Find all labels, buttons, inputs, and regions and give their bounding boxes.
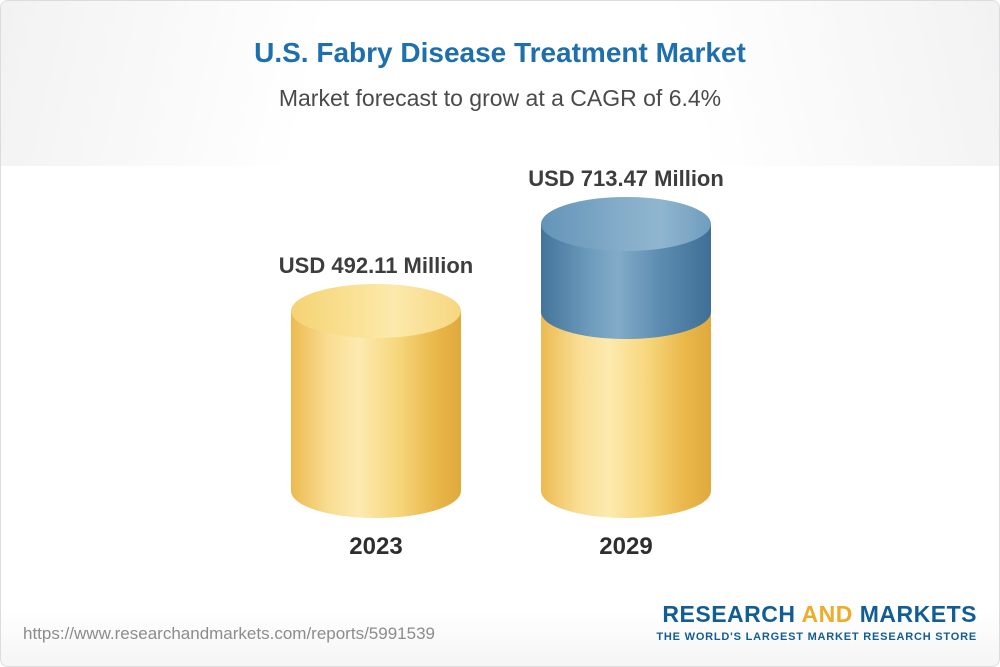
- page-subtitle: Market forecast to grow at a CAGR of 6.4…: [278, 85, 722, 111]
- report-url-link[interactable]: https://www.researchandmarkets.com/repor…: [23, 624, 435, 643]
- bar-2029-base-segment: [541, 311, 711, 518]
- logo-word-research: RESEARCH: [662, 601, 796, 627]
- logo-word-and: AND: [801, 601, 853, 627]
- logo-tagline: THE WORLD'S LARGEST MARKET RESEARCH STOR…: [656, 631, 977, 643]
- bar-2023: [291, 1, 461, 666]
- bar-2029-top-ellipse: [541, 197, 711, 251]
- logo-wordmark: RESEARCH AND MARKETS: [656, 601, 977, 628]
- research-and-markets-logo: RESEARCH AND MARKETS THE WORLD'S LARGEST…: [656, 601, 977, 643]
- axis-label-2023: 2023: [349, 533, 403, 560]
- background-accent-top: [1, 1, 999, 166]
- logo-word-markets: MARKETS: [859, 601, 977, 627]
- value-label-2023: USD 492.11 Million: [278, 253, 474, 278]
- axis-label-2029: 2029: [599, 533, 653, 560]
- bar-2023-top-ellipse: [291, 284, 461, 338]
- bar-2023-body: [291, 311, 461, 518]
- bar-2029: [541, 1, 711, 666]
- value-label-2029: USD 713.47 Million: [528, 166, 724, 191]
- page-title: U.S. Fabry Disease Treatment Market: [254, 37, 746, 68]
